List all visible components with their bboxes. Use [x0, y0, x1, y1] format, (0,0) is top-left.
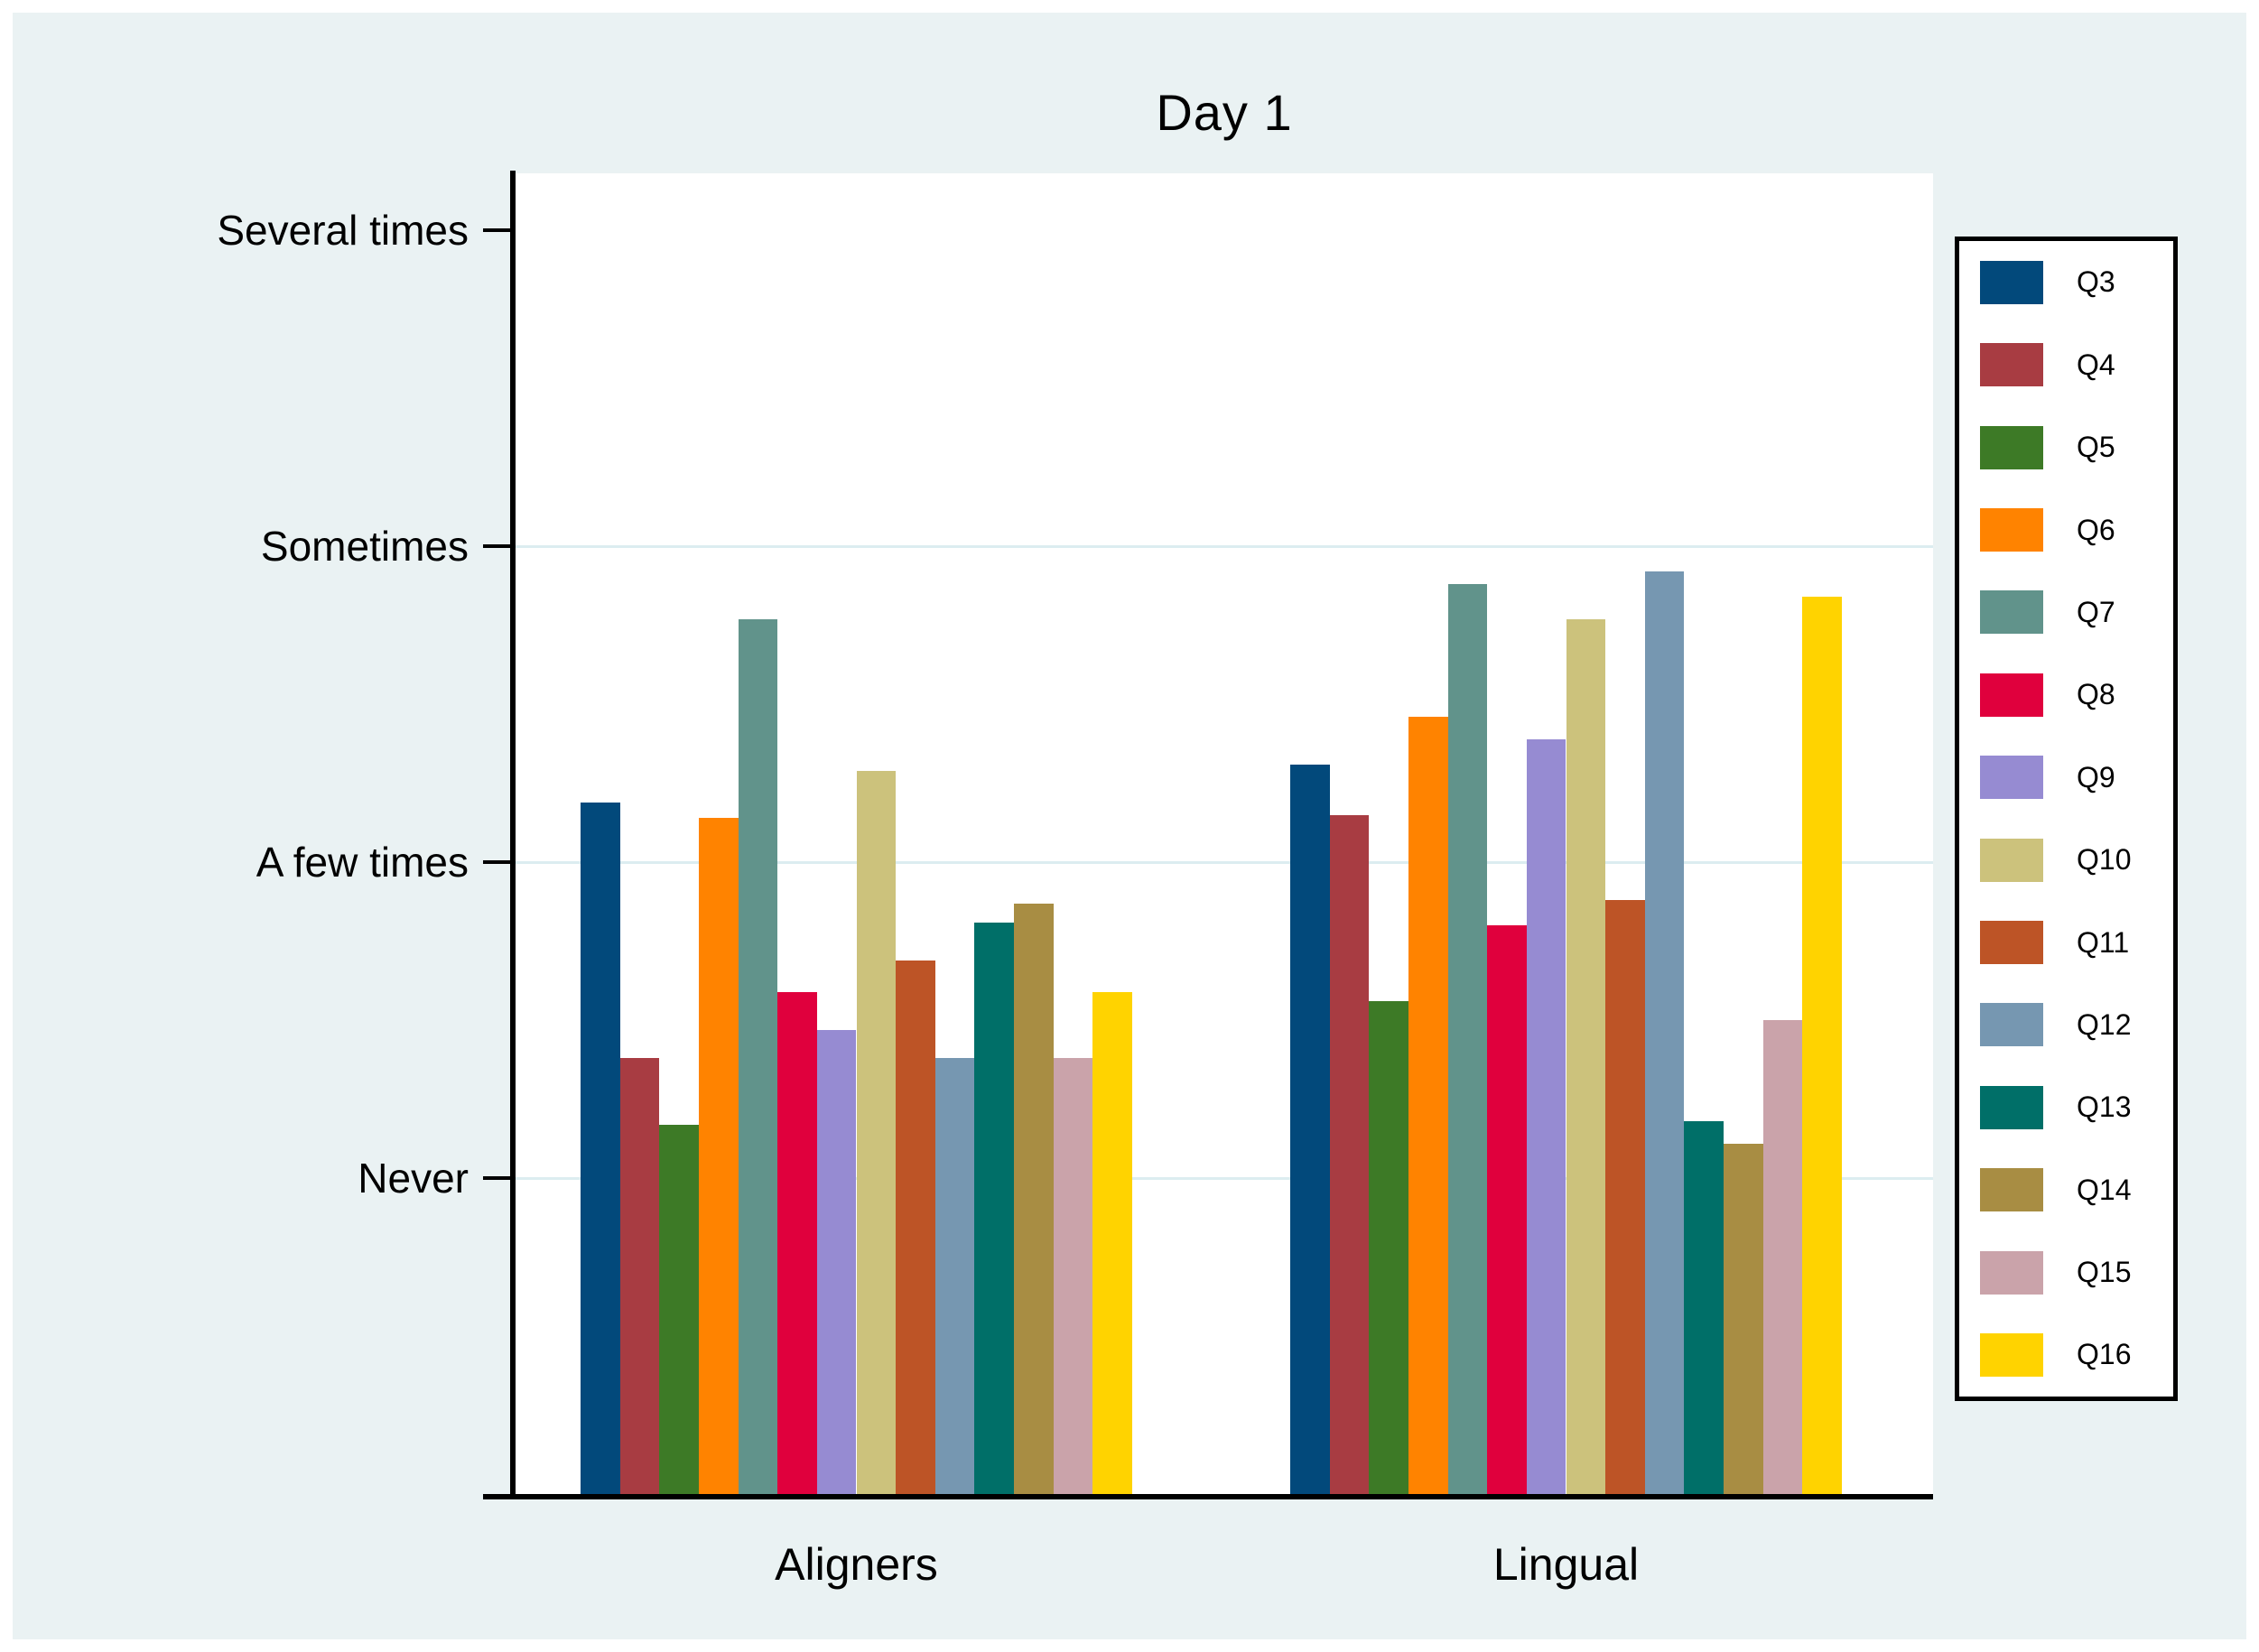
bar-q5-aligners [659, 1124, 699, 1494]
legend-item-q10: Q10 [1959, 819, 2173, 901]
plot-area [516, 173, 1933, 1494]
legend-label: Q3 [2077, 265, 2115, 299]
legend-label: Q9 [2077, 760, 2115, 794]
gridline [516, 544, 1933, 548]
bar-q9-lingual [1526, 738, 1566, 1494]
legend-label: Q6 [2077, 513, 2115, 546]
bar-q3-aligners [581, 802, 620, 1494]
graph-canvas: Day 1 Never A few times Sometimes Several t… [13, 13, 2246, 1639]
legend: Q3 Q4 Q5 Q6 Q7 Q8 Q9 Q10 Q11 Q12 Q13 Q14 Q15 Q16 [1955, 237, 2178, 1401]
bar-q3-lingual [1290, 764, 1330, 1494]
legend-label: Q5 [2077, 431, 2115, 464]
legend-label: Q10 [2077, 843, 2132, 877]
legend-label: Q15 [2077, 1256, 2132, 1289]
legend-label: Q12 [2077, 1007, 2132, 1041]
y-tick [483, 544, 510, 548]
bar-q12-lingual [1644, 571, 1685, 1494]
legend-label: Q7 [2077, 595, 2115, 628]
legend-swatch-q13 [1980, 1085, 2043, 1129]
legend-swatch-q4 [1980, 343, 2043, 387]
legend-item-q11: Q11 [1959, 902, 2173, 984]
legend-label: Q14 [2077, 1173, 2132, 1206]
x-group-label-aligners: Aligners [775, 1539, 938, 1590]
bar-q13-aligners [974, 922, 1015, 1494]
legend-swatch-q5 [1980, 425, 2043, 469]
bar-q8-aligners [777, 991, 817, 1494]
bar-q11-lingual [1605, 900, 1645, 1494]
bar-q12-aligners [934, 1058, 975, 1494]
legend-swatch-q6 [1980, 508, 2043, 552]
y-tick [483, 228, 510, 232]
legend-item-q3: Q3 [1959, 241, 2173, 323]
bar-q14-lingual [1724, 1143, 1763, 1494]
bar-q15-lingual [1762, 1020, 1803, 1494]
legend-item-q4: Q4 [1959, 324, 2173, 406]
bar-q7-lingual [1447, 584, 1488, 1494]
bar-q4-aligners [619, 1058, 660, 1494]
legend-label: Q13 [2077, 1091, 2132, 1124]
bar-q13-lingual [1684, 1121, 1724, 1494]
y-axis-line [510, 171, 516, 1499]
legend-item-q9: Q9 [1959, 737, 2173, 819]
bar-q10-lingual [1566, 618, 1606, 1494]
bar-q15-aligners [1053, 1058, 1093, 1494]
bar-q6-lingual [1408, 717, 1448, 1494]
legend-swatch-q10 [1980, 838, 2043, 882]
legend-item-q8: Q8 [1959, 654, 2173, 736]
legend-item-q14: Q14 [1959, 1149, 2173, 1231]
y-tick-label: Several times [217, 207, 469, 254]
bar-q16-lingual [1802, 597, 1842, 1494]
bar-q14-aligners [1014, 903, 1054, 1494]
legend-label: Q11 [2077, 925, 2130, 959]
legend-swatch-q14 [1980, 1168, 2043, 1212]
y-tick [483, 1176, 510, 1180]
gridline [516, 860, 1933, 864]
legend-item-q15: Q15 [1959, 1231, 2173, 1313]
legend-swatch-q3 [1980, 260, 2043, 304]
x-group-label-lingual: Lingual [1492, 1539, 1640, 1590]
legend-swatch-q12 [1980, 1003, 2043, 1047]
legend-swatch-q8 [1980, 673, 2043, 717]
bar-q10-aligners [856, 770, 897, 1494]
bar-q6-aligners [698, 818, 739, 1494]
legend-swatch-q11 [1980, 921, 2043, 965]
chart-title: Day 1 [1156, 84, 1293, 141]
legend-label: Q8 [2077, 678, 2115, 711]
bar-q11-aligners [896, 960, 935, 1494]
legend-swatch-q9 [1980, 756, 2043, 800]
legend-item-q13: Q13 [1959, 1066, 2173, 1148]
bar-q5-lingual [1369, 1001, 1408, 1494]
y-tick [483, 860, 510, 864]
legend-swatch-q15 [1980, 1250, 2043, 1295]
y-tick-label: Sometimes [260, 523, 469, 570]
legend-label: Q4 [2077, 348, 2115, 381]
legend-label: Q16 [2077, 1338, 2132, 1371]
bar-q9-aligners [816, 1029, 857, 1494]
x-axis-line [483, 1494, 1933, 1499]
legend-swatch-q16 [1980, 1332, 2043, 1377]
legend-swatch-q7 [1980, 590, 2043, 635]
legend-item-q6: Q6 [1959, 489, 2173, 571]
y-tick-label: Never [358, 1155, 469, 1202]
legend-item-q16: Q16 [1959, 1313, 2173, 1396]
y-tick-label: A few times [256, 839, 469, 886]
bar-q16-aligners [1092, 991, 1132, 1494]
bar-q7-aligners [738, 618, 778, 1494]
bar-q8-lingual [1487, 925, 1527, 1494]
bar-q4-lingual [1329, 814, 1370, 1494]
legend-item-q12: Q12 [1959, 984, 2173, 1066]
gridline [516, 1176, 1933, 1180]
legend-item-q5: Q5 [1959, 406, 2173, 488]
legend-item-q7: Q7 [1959, 571, 2173, 654]
